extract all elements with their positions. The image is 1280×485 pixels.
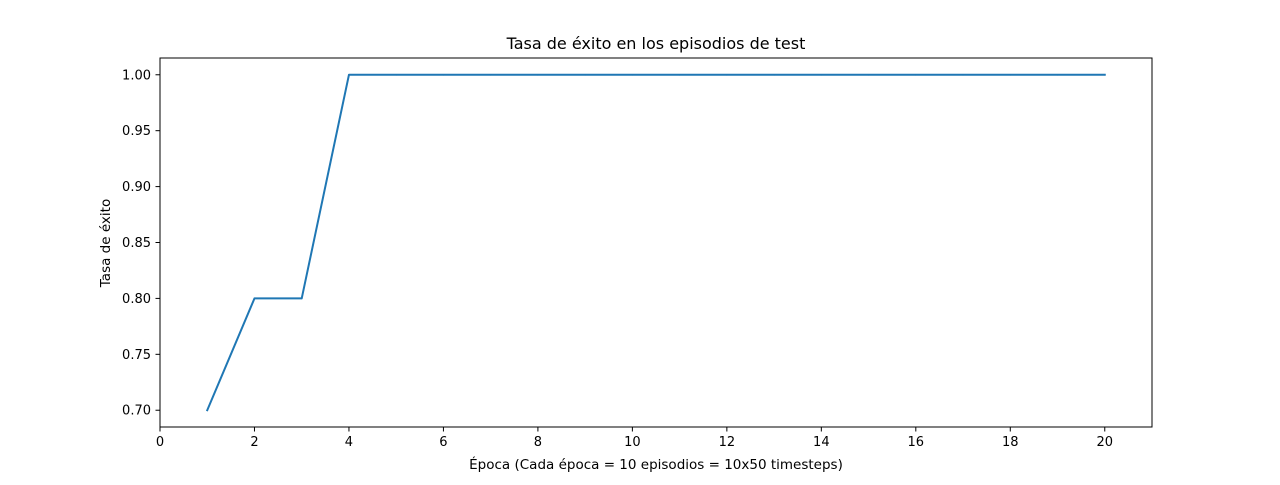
x-tick-label: 10: [624, 435, 641, 450]
data-point: [206, 409, 209, 412]
x-tick-label: 20: [1096, 435, 1113, 450]
data-point: [537, 73, 539, 76]
x-tick-label: 18: [1002, 435, 1019, 450]
data-point: [1009, 73, 1012, 76]
data-point: [1103, 73, 1106, 76]
y-tick-label: 0.90: [122, 180, 151, 195]
x-tick-label: 4: [345, 435, 353, 450]
y-tick-label: 0.70: [122, 404, 151, 419]
data-point: [631, 73, 634, 76]
data-point: [773, 73, 775, 76]
data-point: [726, 73, 728, 76]
data-point: [867, 73, 870, 76]
data-point: [395, 73, 397, 76]
y-tick-label: 0.85: [122, 236, 151, 251]
data-point: [253, 297, 256, 300]
axes-frame: [159, 57, 1153, 428]
data-point: [584, 73, 586, 76]
x-tick-label: 6: [439, 435, 447, 450]
x-tick-label: 16: [908, 435, 925, 450]
data-point: [962, 73, 964, 76]
y-tick-label: 0.80: [122, 292, 151, 307]
series-line: [205, 73, 1106, 412]
x-axis-label: Época (Cada época = 10 episodios = 10x50…: [469, 456, 843, 473]
data-point: [442, 73, 445, 76]
data-point: [820, 73, 823, 76]
data-point: [915, 73, 917, 76]
x-tick-label: 2: [250, 435, 258, 450]
y-tick-label: 0.95: [122, 124, 151, 139]
data-point: [489, 73, 492, 76]
plot-area: 0 2 4 6 8 10 12 14 16 18 20 0.70 0.75 0.80 0.85 0.90 0.9…: [122, 68, 1113, 450]
x-tick-label: 14: [813, 435, 830, 450]
data-point: [300, 297, 303, 300]
data-point: [348, 73, 350, 76]
chart-title: Tasa de éxito en los episodios de test: [506, 34, 806, 53]
y-tick-label: 1.00: [122, 68, 151, 83]
data-point: [1056, 73, 1059, 76]
x-tick-label: 12: [719, 435, 736, 450]
data-point: [678, 73, 681, 76]
x-tick-label: 8: [534, 435, 542, 450]
y-axis-label: Tasa de éxito: [98, 199, 114, 288]
x-tick-label: 0: [156, 435, 164, 450]
y-tick-label: 0.75: [122, 348, 151, 363]
